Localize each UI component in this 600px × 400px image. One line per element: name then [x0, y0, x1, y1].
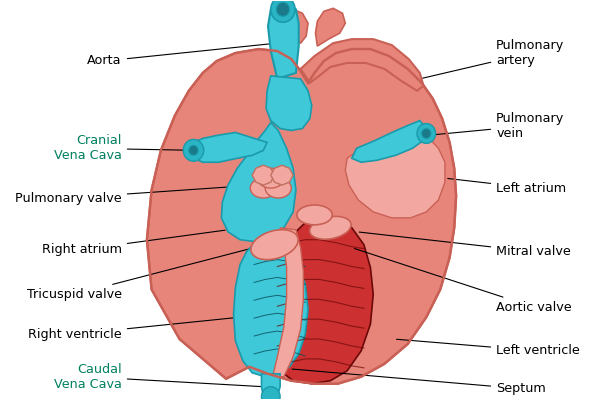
Ellipse shape — [251, 230, 298, 260]
Polygon shape — [316, 8, 345, 46]
Text: Left ventricle: Left ventricle — [397, 339, 580, 358]
Text: Cranial
Vena Cava: Cranial Vena Cava — [54, 134, 194, 162]
Text: Septum: Septum — [292, 369, 546, 395]
Text: Right atrium: Right atrium — [42, 230, 225, 256]
Polygon shape — [147, 49, 456, 384]
Polygon shape — [277, 9, 308, 43]
Ellipse shape — [310, 216, 351, 239]
Polygon shape — [352, 120, 427, 162]
Text: Pulmonary valve: Pulmonary valve — [15, 185, 253, 204]
Circle shape — [183, 140, 204, 161]
Circle shape — [417, 124, 436, 143]
Polygon shape — [221, 122, 296, 242]
Text: Caudal
Vena Cava: Caudal Vena Cava — [54, 363, 260, 391]
Polygon shape — [262, 374, 280, 397]
Text: Pulmonary
artery: Pulmonary artery — [422, 39, 565, 78]
Text: Left atrium: Left atrium — [448, 178, 566, 194]
Text: Pulmonary
vein: Pulmonary vein — [429, 112, 565, 140]
Polygon shape — [233, 238, 308, 377]
Polygon shape — [271, 165, 293, 185]
Circle shape — [271, 0, 295, 22]
Polygon shape — [268, 4, 299, 79]
Ellipse shape — [258, 168, 284, 188]
Circle shape — [262, 387, 280, 400]
Text: Aorta: Aorta — [87, 43, 275, 68]
Ellipse shape — [297, 205, 332, 225]
Polygon shape — [265, 215, 373, 384]
Text: Tricuspid valve: Tricuspid valve — [27, 248, 251, 301]
Polygon shape — [266, 76, 312, 130]
Ellipse shape — [250, 178, 277, 198]
Polygon shape — [301, 39, 424, 91]
Circle shape — [422, 128, 431, 138]
Text: Mitral valve: Mitral valve — [359, 232, 571, 258]
Polygon shape — [272, 228, 304, 377]
Text: Right ventricle: Right ventricle — [28, 318, 237, 340]
Circle shape — [189, 145, 198, 155]
Text: Aortic valve: Aortic valve — [355, 248, 572, 314]
Polygon shape — [193, 132, 267, 162]
Ellipse shape — [265, 178, 291, 198]
Polygon shape — [345, 130, 445, 218]
Circle shape — [277, 2, 289, 16]
Polygon shape — [252, 165, 275, 185]
